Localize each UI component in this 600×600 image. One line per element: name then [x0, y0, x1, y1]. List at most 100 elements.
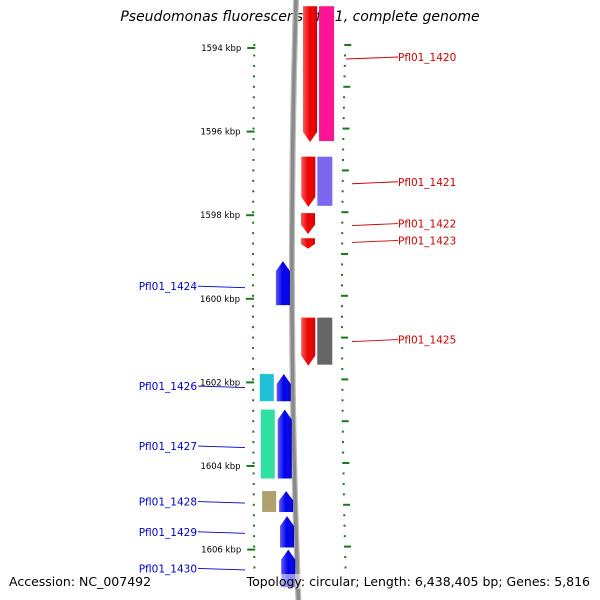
forward-gene-label: Pfl01_1422 — [398, 219, 456, 231]
minor-tick — [341, 294, 349, 297]
minor-tick — [252, 378, 255, 381]
minor-tick — [252, 148, 255, 151]
minor-tick — [342, 493, 345, 496]
minor-tick — [341, 336, 349, 339]
ruler-label: 1594 kbp — [201, 44, 241, 54]
minor-tick — [341, 158, 344, 161]
reverse-gene-arrow-shade — [275, 261, 290, 306]
minor-tick — [252, 232, 255, 235]
minor-tick — [341, 179, 344, 182]
minor-tick — [341, 190, 344, 193]
ruler-ticks — [252, 44, 352, 569]
minor-tick — [341, 242, 344, 245]
reverse-gene-label: Pfl01_1430 — [139, 563, 197, 575]
minor-tick — [342, 482, 345, 485]
minor-tick — [253, 54, 256, 57]
minor-tick — [252, 441, 255, 444]
minor-tick — [252, 493, 255, 496]
minor-tick — [253, 75, 256, 78]
reverse-gene-label: Pfl01_1428 — [139, 497, 197, 509]
minor-tick — [342, 451, 345, 454]
forward-gene-label: Pfl01_1423 — [398, 235, 456, 247]
minor-tick — [341, 169, 349, 172]
minor-tick — [252, 273, 255, 276]
forward-gene-arrow-shade — [303, 6, 318, 143]
reverse-feature-block — [260, 409, 275, 479]
minor-tick — [252, 85, 255, 88]
minor-tick — [252, 169, 255, 172]
reverse-gene-leader — [197, 285, 246, 289]
reverse-gene-arrow-shade — [280, 516, 295, 548]
reverse-gene-label: Pfl01_1427 — [139, 441, 197, 453]
minor-tick — [252, 503, 255, 506]
gene-labels: Pfl01_1420 Pfl01_1421 Pfl01_1422 Pfl01_1423… — [139, 52, 457, 575]
minor-tick — [252, 211, 255, 214]
minor-tick — [252, 367, 255, 370]
minor-tick — [341, 211, 349, 214]
reverse-gene-arrow-shade — [277, 409, 292, 479]
minor-tick — [343, 503, 351, 506]
forward-gene-leader — [351, 181, 399, 185]
ruler-major-tick — [247, 548, 256, 551]
backbone-line — [290, 0, 301, 600]
reverse-gene-label: Pfl01_1426 — [139, 381, 198, 393]
minor-tick — [341, 347, 344, 350]
minor-tick — [344, 44, 352, 46]
minor-tick — [252, 242, 255, 245]
minor-tick — [252, 190, 255, 193]
minor-tick — [252, 117, 255, 120]
minor-tick — [252, 106, 255, 109]
minor-tick — [252, 138, 255, 141]
minor-tick — [253, 545, 256, 548]
forward-feature-block — [317, 156, 333, 206]
minor-tick — [341, 221, 344, 224]
minor-tick — [252, 284, 255, 287]
minor-tick — [252, 96, 255, 99]
reverse-gene-label: Pfl01_1424 — [139, 281, 198, 293]
minor-tick — [341, 409, 344, 412]
reverse-gene-leader — [197, 567, 246, 571]
minor-tick — [252, 420, 255, 423]
minor-tick — [342, 117, 345, 120]
reverse-gene-label: Pfl01_1429 — [139, 527, 197, 539]
minor-tick — [342, 462, 350, 464]
minor-tick — [341, 273, 344, 276]
ruler-major-tick — [246, 297, 255, 300]
minor-tick — [341, 388, 344, 391]
minor-tick — [252, 347, 255, 350]
minor-tick — [341, 200, 344, 203]
minor-tick — [342, 148, 345, 151]
minor-tick — [344, 545, 352, 548]
forward-gene-label: Pfl01_1421 — [398, 177, 456, 189]
minor-tick — [252, 472, 255, 475]
minor-tick — [252, 430, 255, 433]
minor-tick — [252, 409, 255, 412]
minor-tick — [343, 524, 346, 527]
forward-gene-leader — [351, 223, 399, 227]
minor-tick — [252, 514, 255, 517]
minor-tick — [343, 85, 351, 88]
minor-tick — [344, 556, 347, 559]
minor-tick — [252, 179, 255, 182]
forward-feature-block — [317, 317, 333, 365]
minor-tick — [341, 441, 344, 444]
ruler-major-tick — [246, 130, 255, 133]
minor-tick — [252, 336, 255, 339]
minor-tick — [253, 556, 256, 559]
minor-tick — [252, 388, 255, 391]
minor-tick — [341, 420, 349, 423]
minor-tick — [343, 514, 346, 517]
minor-tick — [252, 399, 255, 402]
minor-tick — [252, 357, 255, 360]
minor-tick — [344, 54, 347, 57]
ruler-label: 1604 kbp — [200, 462, 240, 472]
forward-gene-label: Pfl01_1420 — [398, 52, 456, 64]
forward-gene-arrow-shade — [300, 238, 315, 249]
minor-tick — [252, 326, 255, 329]
minor-tick — [341, 263, 344, 266]
forward-gene-label: Pfl01_1425 — [398, 335, 456, 347]
minor-tick — [341, 326, 344, 329]
feature-track — [259, 6, 335, 512]
ruler-label: 1596 kbp — [201, 128, 241, 138]
